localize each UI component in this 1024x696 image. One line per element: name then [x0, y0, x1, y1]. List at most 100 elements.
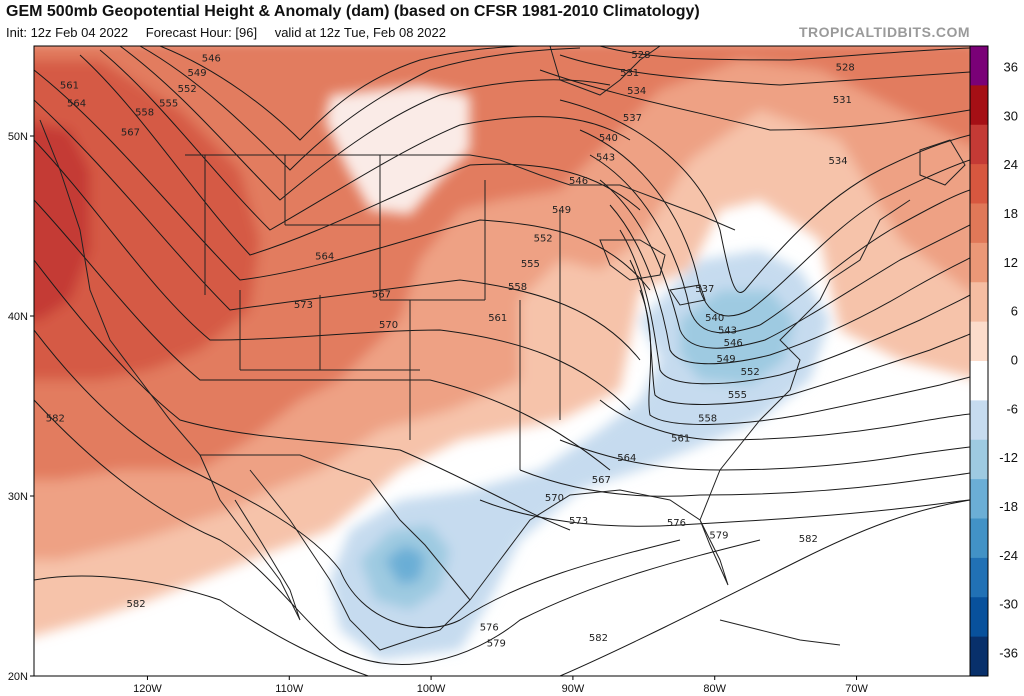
- colorbar-label: 6: [1011, 304, 1018, 319]
- contour-label: 528: [631, 50, 650, 61]
- contour-label: 576: [667, 518, 686, 529]
- colorbar-swatch: [970, 242, 988, 283]
- contour-558b: [639, 289, 970, 425]
- contour-label: 582: [589, 633, 608, 644]
- contour-label: 528: [836, 63, 855, 74]
- hudson-bay: [549, 46, 661, 96]
- contour-label: 567: [372, 289, 391, 300]
- contour-549b: [609, 204, 970, 365]
- negative-anomaly-18-mexico: [385, 545, 425, 585]
- contour-label: 579: [487, 639, 506, 650]
- contour-label: 540: [599, 133, 618, 144]
- valid-time: valid at 12z Tue, Feb 08 2022: [274, 25, 446, 40]
- map-subtitle: Init: 12z Feb 04 2022 Forecast Hour: [96…: [6, 25, 460, 40]
- colorbar-swatch: [970, 124, 988, 165]
- contour-573: [34, 259, 571, 531]
- contour-570b: [479, 499, 970, 527]
- contour-label: 549: [188, 68, 207, 79]
- contour-546b: [599, 179, 970, 349]
- contour-label: 552: [741, 367, 760, 378]
- height-contours: [34, 46, 970, 676]
- colorbar-swatch: [970, 636, 988, 677]
- colorbar-label: 0: [1011, 352, 1018, 367]
- us-canada-border: [185, 154, 736, 231]
- contour-label: 549: [717, 354, 736, 365]
- contour-label: 540: [705, 313, 724, 324]
- colorbar-swatch: [970, 46, 988, 86]
- colorbar-swatch: [970, 164, 988, 204]
- colorbar-label: 30: [1004, 108, 1018, 123]
- colorbar-label: -24: [999, 548, 1018, 563]
- contour-label: 561: [671, 433, 690, 444]
- contour-label: 534: [829, 156, 848, 167]
- contour-552: [119, 46, 611, 201]
- contour-label: 564: [617, 453, 636, 464]
- colorbar-label: -30: [999, 597, 1018, 612]
- contour-567: [34, 139, 631, 411]
- lon-label: 90W: [562, 683, 585, 695]
- contour-label: 549: [552, 205, 571, 216]
- contour-537: [559, 99, 970, 293]
- contour-label: 531: [620, 68, 639, 79]
- west-coast: [39, 119, 225, 456]
- contour-label: 537: [695, 284, 714, 295]
- contour-label: 564: [315, 252, 334, 263]
- contour-555: [99, 49, 631, 231]
- contour-label: 558: [698, 414, 717, 425]
- contour-label: 567: [592, 475, 611, 486]
- longitude-axis: 120W 110W 100W 90W 80W 70W: [133, 676, 868, 695]
- us-mexico-border: [225, 454, 471, 601]
- colorbar-swatch: [970, 282, 988, 323]
- lat-label: 50N: [8, 131, 28, 143]
- contour-546: [159, 46, 521, 141]
- colorbar-swatch: [970, 518, 988, 559]
- colorbar-label: 24: [1004, 157, 1018, 172]
- contour-582: [34, 575, 370, 676]
- colorbar-swatch: [970, 557, 988, 598]
- map-title: GEM 500mb Geopotential Height & Anomaly …: [6, 3, 700, 20]
- contour-531: [559, 54, 970, 86]
- contour-label: 570: [379, 320, 398, 331]
- contour-label: 555: [159, 99, 178, 110]
- lat-label: 30N: [8, 491, 28, 503]
- contour-label: 567: [121, 127, 140, 138]
- colorbar-swatch: [970, 321, 988, 362]
- contour-label: 558: [508, 282, 527, 293]
- colorbar-label: -12: [999, 450, 1018, 465]
- contour-label: 552: [534, 234, 553, 245]
- contour-label: 582: [46, 414, 65, 425]
- contour-label: 573: [569, 516, 588, 527]
- contour-label: 561: [60, 81, 79, 92]
- contour-552b: [619, 229, 970, 385]
- contour-label: 537: [623, 113, 642, 124]
- colorbar-swatch: [970, 85, 988, 126]
- contour-label: 573: [294, 300, 313, 311]
- mexico-west-coast: [249, 469, 471, 651]
- us-state-lines: [204, 155, 561, 470]
- contour-543: [589, 154, 970, 334]
- lon-label: 70W: [845, 683, 868, 695]
- latitude-axis: 20N 30N 40N 50N: [8, 131, 34, 683]
- colorbar-label: -6: [1006, 401, 1018, 416]
- colorbar-swatch: [970, 439, 988, 480]
- lon-label: 120W: [133, 683, 162, 695]
- contour-label: 582: [799, 534, 818, 545]
- contour-label: 558: [135, 108, 154, 119]
- anomaly-colorbar: 36 30 24 18 12 6 0 -6 -12 -18 -24 -30 -36: [969, 45, 1018, 677]
- contour-label: 570: [545, 493, 564, 504]
- colorbar-label: 12: [1004, 255, 1018, 270]
- header: GEM 500mb Geopotential Height & Anomaly …: [0, 0, 1024, 46]
- geographic-boundaries: [39, 46, 966, 651]
- contour-570: [34, 199, 611, 471]
- colorbar-label: 18: [1004, 206, 1018, 221]
- lon-label: 110W: [275, 683, 304, 695]
- white-ridge-north: [325, 85, 470, 215]
- contour-561: [34, 69, 651, 291]
- contour-567b: [519, 469, 970, 497]
- lon-label: 80W: [703, 683, 726, 695]
- contour-label: 579: [709, 531, 728, 542]
- colorbar-swatch: [970, 597, 988, 638]
- colorbar-swatch: [970, 361, 988, 401]
- contour-label: 543: [596, 153, 615, 164]
- positive-anomaly-24: [34, 60, 260, 380]
